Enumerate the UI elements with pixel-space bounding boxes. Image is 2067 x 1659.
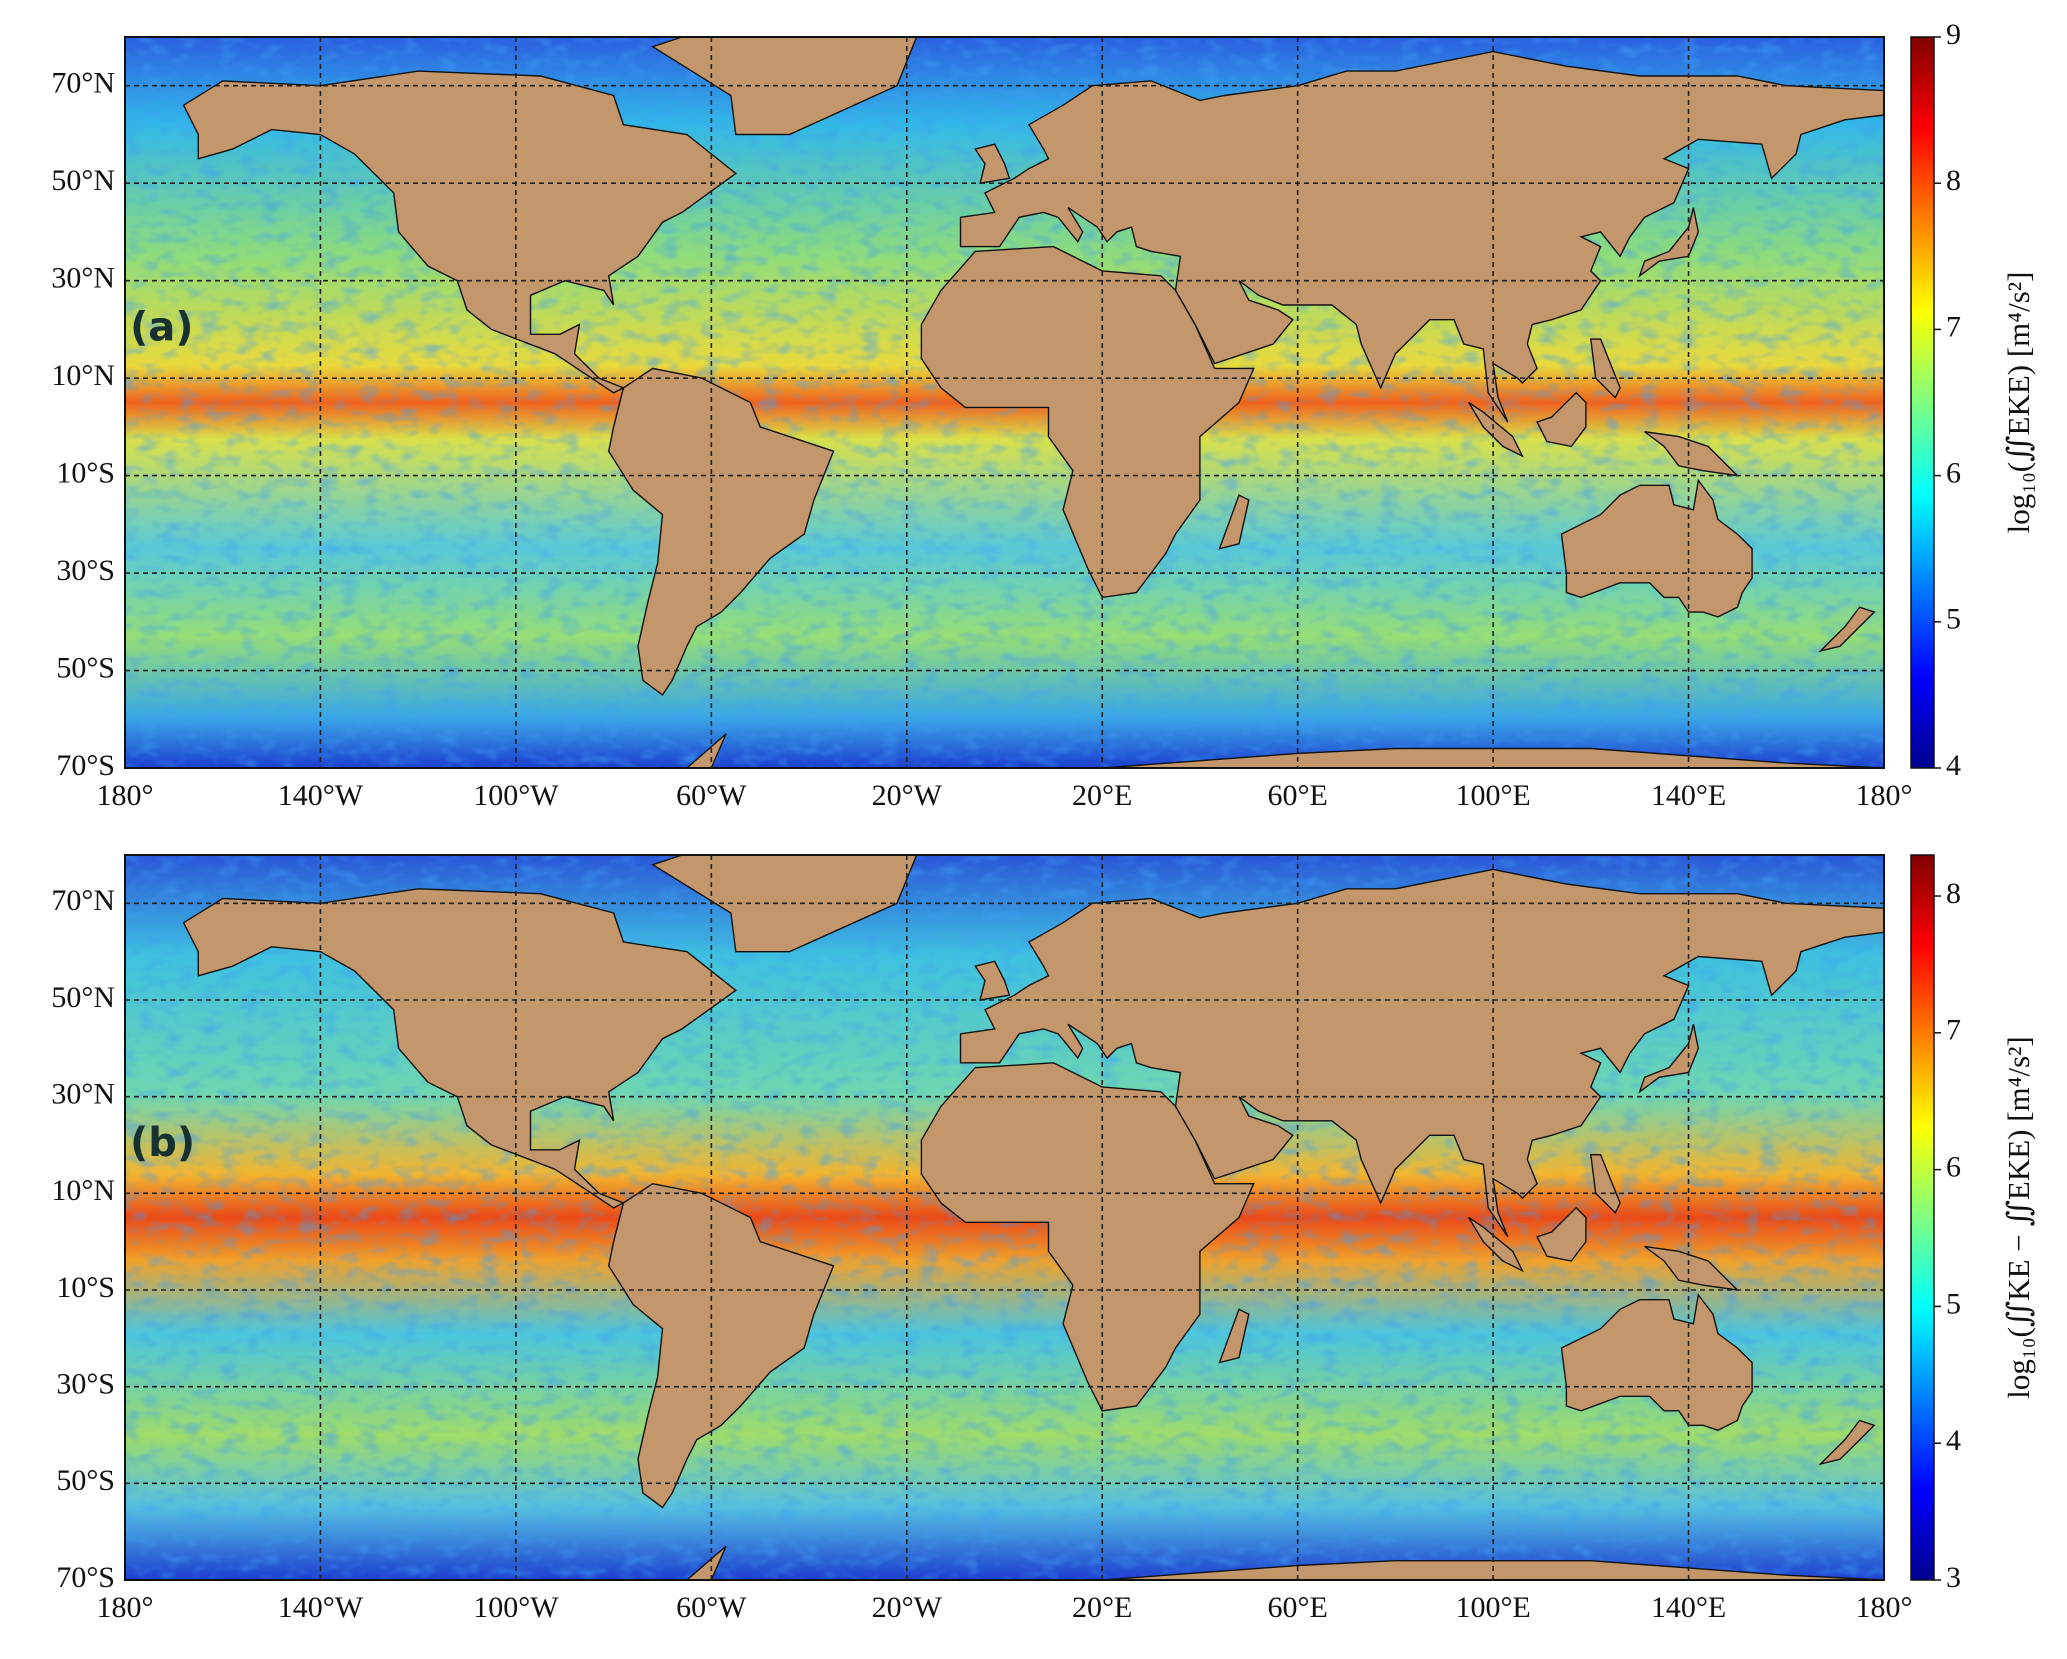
- colorbar-label: log₁₀(∬KE − ∬EKE) [m⁴/s²]: [2001, 1036, 2036, 1399]
- land: [1560, 478, 1753, 618]
- land: [1468, 401, 1524, 458]
- x-tick-label: 100°W: [473, 1591, 559, 1624]
- land: [1536, 391, 1587, 448]
- colorbar-tick-label: 3: [1946, 1561, 1961, 1594]
- colorbar-tick-label: 4: [1946, 1424, 1961, 1457]
- land: [685, 733, 727, 768]
- y-tick-label: 70°S: [56, 749, 115, 782]
- land: [182, 888, 737, 1209]
- y-tick-label: 10°N: [51, 1174, 115, 1207]
- land: [1638, 1024, 1700, 1094]
- x-tick-label: 140°W: [278, 1591, 364, 1624]
- colorbar-tick-label: 5: [1946, 1287, 1961, 1320]
- land: [1468, 1216, 1524, 1273]
- y-tick-label: 10°S: [56, 1271, 115, 1304]
- colorbar-label: log₁₀(∬EKE) [m⁴/s²]: [2001, 272, 2036, 534]
- colorbar-tick-label: 8: [1946, 877, 1961, 910]
- map-body: [125, 37, 1884, 768]
- colorbar-tick-label: 6: [1946, 1151, 1961, 1184]
- colorbar-tick-label: 4: [1946, 749, 1961, 782]
- x-tick-label: 180°: [97, 1591, 154, 1624]
- x-tick-label: 60°E: [1268, 779, 1328, 812]
- colorbar-tick-label: 7: [1946, 1014, 1961, 1047]
- map-frame: [124, 36, 1885, 769]
- x-tick-label: 180°: [1856, 1591, 1913, 1624]
- land: [685, 1545, 727, 1580]
- x-tick-label: 20°W: [872, 1591, 943, 1624]
- land: [959, 50, 1884, 423]
- x-tick-label: 180°: [1856, 779, 1913, 812]
- land: [920, 1062, 1255, 1412]
- panel-label: (b): [130, 1120, 195, 1166]
- y-tick-label: 30°N: [51, 1078, 115, 1111]
- land: [920, 245, 1255, 599]
- y-tick-label: 30°S: [56, 1368, 115, 1401]
- y-tick-label: 50°N: [51, 981, 115, 1014]
- x-tick-label: 20°W: [872, 779, 943, 812]
- map-frame: [124, 854, 1885, 1581]
- land: [607, 367, 835, 696]
- y-tick-label: 30°S: [56, 554, 115, 587]
- colorbar-tick-label: 7: [1946, 310, 1961, 343]
- y-tick-label: 70°N: [51, 67, 115, 100]
- y-tick-label: 70°S: [56, 1561, 115, 1594]
- colorbar: [1910, 854, 1935, 1581]
- x-tick-label: 60°W: [676, 1591, 747, 1624]
- x-tick-label: 140°E: [1651, 779, 1726, 812]
- land: [1644, 1245, 1740, 1291]
- land: [182, 70, 737, 394]
- land: [1560, 1293, 1753, 1431]
- land: [1638, 207, 1700, 278]
- x-tick-label: 100°E: [1455, 1591, 1530, 1624]
- y-tick-label: 10°N: [51, 359, 115, 392]
- map-panel: 180° 140°W 100°W 60°W 20°W 20°E 60°E 100°E 140°E…: [51, 854, 2036, 1624]
- land: [1590, 338, 1621, 399]
- map-panel: 180° 140°W 100°W 60°W 20°W 20°E 60°E 100°E 140°E…: [51, 18, 2036, 812]
- colorbar-tick-label: 9: [1946, 18, 1961, 51]
- map-body: [125, 855, 1884, 1580]
- land: [1590, 1153, 1621, 1214]
- land: [1644, 431, 1740, 477]
- x-tick-label: 100°E: [1455, 779, 1530, 812]
- x-tick-label: 20°E: [1072, 1591, 1132, 1624]
- colorbar-tick-label: 6: [1946, 456, 1961, 489]
- land: [1536, 1206, 1587, 1262]
- land: [1218, 494, 1250, 550]
- land: [1818, 606, 1876, 653]
- land: [974, 960, 1011, 1001]
- land: [1218, 1308, 1250, 1364]
- colorbar-tick-label: 5: [1946, 603, 1961, 636]
- x-tick-label: 140°E: [1651, 1591, 1726, 1624]
- x-tick-label: 140°W: [278, 779, 364, 812]
- x-tick-label: 60°E: [1268, 1591, 1328, 1624]
- x-tick-label: 180°: [97, 779, 154, 812]
- land: [1818, 1419, 1876, 1466]
- x-tick-label: 20°E: [1072, 779, 1132, 812]
- x-tick-label: 100°W: [473, 779, 559, 812]
- colorbar-tick-label: 8: [1946, 164, 1961, 197]
- colorbar: [1910, 36, 1935, 769]
- land: [959, 868, 1884, 1238]
- y-tick-label: 50°S: [56, 651, 115, 684]
- y-tick-label: 50°N: [51, 164, 115, 197]
- y-tick-label: 70°N: [51, 884, 115, 917]
- land: [974, 143, 1011, 185]
- y-tick-label: 30°N: [51, 262, 115, 295]
- land: [607, 1182, 835, 1509]
- y-tick-label: 50°S: [56, 1464, 115, 1497]
- y-tick-label: 10°S: [56, 456, 115, 489]
- x-tick-label: 60°W: [676, 779, 747, 812]
- panel-label: (a): [130, 304, 194, 350]
